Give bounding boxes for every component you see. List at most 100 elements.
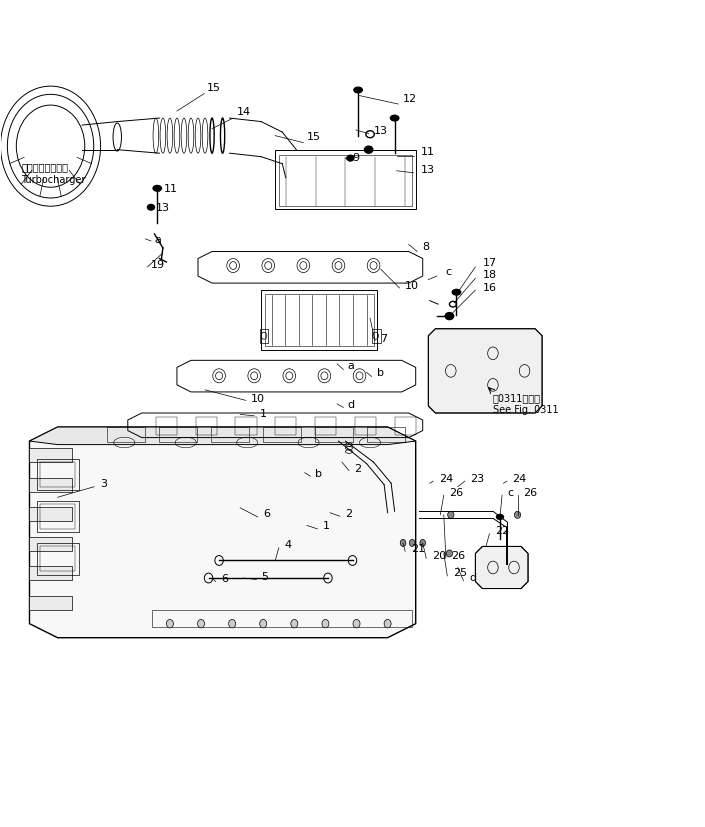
- Ellipse shape: [448, 512, 454, 519]
- Ellipse shape: [147, 205, 154, 211]
- Text: 18: 18: [482, 270, 496, 280]
- Bar: [156, 417, 177, 436]
- Text: 1: 1: [323, 521, 330, 531]
- Text: c: c: [507, 487, 513, 497]
- Bar: [260, 329, 268, 343]
- Ellipse shape: [166, 619, 173, 629]
- Bar: [355, 417, 376, 436]
- Ellipse shape: [446, 550, 453, 557]
- Ellipse shape: [322, 619, 329, 629]
- Text: 10: 10: [405, 281, 419, 291]
- Text: 10: 10: [251, 393, 264, 403]
- Bar: [264, 294, 374, 347]
- Bar: [40, 462, 75, 487]
- Text: 19: 19: [151, 260, 165, 270]
- Ellipse shape: [290, 619, 298, 629]
- Text: 9: 9: [352, 152, 360, 162]
- Polygon shape: [475, 547, 528, 589]
- Text: 15: 15: [307, 131, 321, 141]
- Bar: [40, 547, 75, 571]
- Ellipse shape: [259, 619, 266, 629]
- Text: 16: 16: [482, 282, 496, 292]
- Text: 26: 26: [523, 487, 537, 497]
- Bar: [275, 417, 296, 436]
- Ellipse shape: [354, 88, 362, 93]
- Bar: [37, 459, 79, 490]
- Bar: [275, 151, 416, 210]
- Ellipse shape: [197, 619, 204, 629]
- Bar: [106, 428, 145, 443]
- Text: 14: 14: [237, 107, 251, 117]
- Text: d: d: [469, 572, 476, 582]
- Ellipse shape: [410, 540, 415, 547]
- Text: 13: 13: [156, 203, 170, 213]
- Bar: [314, 428, 353, 443]
- Text: 3: 3: [99, 479, 106, 489]
- Bar: [263, 428, 301, 443]
- Bar: [315, 417, 336, 436]
- Text: 26: 26: [451, 550, 465, 560]
- Ellipse shape: [452, 290, 460, 296]
- Bar: [235, 417, 257, 436]
- Ellipse shape: [364, 147, 373, 154]
- Ellipse shape: [496, 515, 503, 519]
- Bar: [262, 291, 377, 351]
- Text: 4: 4: [284, 540, 291, 550]
- Text: 6: 6: [221, 573, 228, 583]
- Bar: [37, 543, 79, 575]
- Polygon shape: [30, 428, 416, 638]
- Text: ターボチャージャ
Turbocharger: ターボチャージャ Turbocharger: [21, 162, 85, 184]
- Text: a: a: [154, 235, 161, 245]
- Text: 7: 7: [381, 333, 388, 343]
- Text: b: b: [377, 368, 384, 378]
- Text: 図0311図参照
See Fig. 0311: 図0311図参照 See Fig. 0311: [493, 393, 558, 415]
- Polygon shape: [30, 596, 72, 609]
- Bar: [159, 428, 197, 443]
- Text: b: b: [315, 468, 322, 478]
- Ellipse shape: [228, 619, 235, 629]
- Ellipse shape: [400, 540, 406, 547]
- Ellipse shape: [445, 313, 453, 320]
- Text: 2: 2: [355, 463, 362, 473]
- Text: 25: 25: [453, 567, 467, 578]
- Bar: [152, 609, 412, 628]
- Bar: [40, 504, 75, 529]
- Text: 24: 24: [439, 473, 453, 483]
- Text: 21: 21: [411, 543, 425, 553]
- Text: 26: 26: [449, 487, 463, 497]
- Text: c: c: [445, 267, 451, 277]
- Ellipse shape: [353, 619, 360, 629]
- Text: 1: 1: [260, 409, 266, 418]
- Ellipse shape: [347, 156, 354, 162]
- Bar: [278, 156, 412, 207]
- Polygon shape: [30, 478, 72, 492]
- Polygon shape: [429, 329, 542, 414]
- Text: 13: 13: [422, 165, 435, 174]
- Polygon shape: [30, 508, 72, 522]
- Ellipse shape: [153, 186, 161, 192]
- Text: 11: 11: [422, 147, 435, 157]
- Polygon shape: [30, 537, 72, 551]
- Polygon shape: [30, 448, 72, 462]
- Ellipse shape: [515, 512, 521, 519]
- Ellipse shape: [384, 619, 391, 629]
- Text: d: d: [347, 399, 354, 409]
- Text: 6: 6: [264, 509, 270, 519]
- Polygon shape: [30, 428, 416, 445]
- Bar: [372, 329, 381, 343]
- Ellipse shape: [391, 116, 399, 122]
- Polygon shape: [30, 566, 72, 581]
- Bar: [367, 428, 405, 443]
- Text: 2: 2: [345, 508, 352, 518]
- Bar: [211, 428, 250, 443]
- Text: 8: 8: [423, 241, 430, 251]
- Text: 12: 12: [403, 94, 417, 104]
- Text: 23: 23: [470, 473, 484, 483]
- Text: 22: 22: [495, 526, 509, 536]
- Text: 13: 13: [374, 126, 388, 136]
- Text: 5: 5: [262, 571, 268, 581]
- Bar: [37, 501, 79, 533]
- Bar: [395, 417, 416, 436]
- Text: 17: 17: [482, 258, 496, 268]
- Bar: [196, 417, 216, 436]
